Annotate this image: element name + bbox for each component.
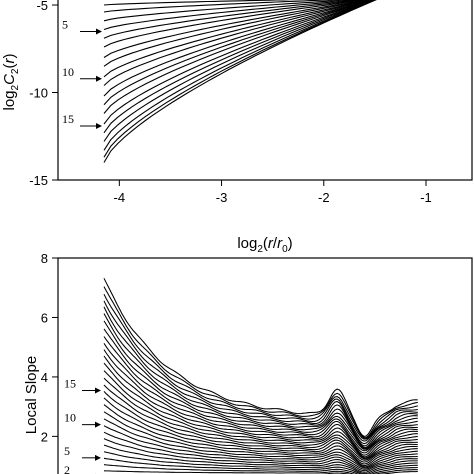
top-panel: -4 -3 -2 -1 -15 -10 -5 5 10 15 log2(r/r0) log2C… (1, 0, 473, 255)
bottom-y-ticks: 2 4 6 8 (41, 251, 58, 444)
bottom-curve (103, 397, 418, 463)
top-curve (103, 0, 377, 151)
bottom-curve (103, 293, 418, 439)
bottom-annotation-arrowhead (95, 454, 101, 461)
bottom-curve (103, 362, 418, 456)
top-curve (103, 0, 303, 6)
bottom-curve (103, 377, 418, 459)
bottom-curve (103, 418, 418, 468)
bottom-curve-index-label: 15 (64, 376, 76, 390)
bottom-curve (103, 336, 418, 449)
bottom-curve (103, 425, 418, 469)
bottom-curve (103, 278, 418, 437)
bottom-y-tick-label: 6 (41, 310, 48, 325)
top-curve (103, 0, 356, 22)
bottom-y-tick-label: 2 (41, 429, 48, 444)
bottom-curve-index-label: 5 (64, 444, 70, 458)
top-annotation-arrowhead (96, 75, 102, 82)
top-x-tick-label: -1 (420, 190, 432, 205)
top-curve (103, 0, 373, 78)
top-x-tick-label: -2 (318, 190, 330, 205)
top-y-ticks: -15 -10 -5 (29, 0, 58, 188)
bottom-curve (103, 349, 418, 452)
bottom-curve (103, 355, 418, 454)
bottom-curve-index-label: 10 (64, 411, 76, 425)
bottom-curve (103, 300, 418, 440)
top-x-axis-title: log2(r/r0) (237, 235, 292, 255)
bottom-annotations: 2 5 10 15 (64, 376, 101, 474)
bottom-y-tick-label: 8 (41, 251, 48, 266)
top-y-tick-label: -10 (29, 86, 48, 101)
top-curve (103, 0, 363, 31)
top-curve (103, 0, 372, 67)
bottom-curve (103, 431, 418, 470)
top-curve (103, 0, 377, 158)
top-curve (103, 0, 377, 163)
top-x-tick-label: -3 (216, 190, 228, 205)
top-y-axis-title: log2C2(r) (1, 54, 21, 111)
bottom-curve (103, 384, 418, 460)
top-curves (103, 0, 377, 163)
bottom-curve (103, 464, 418, 474)
bottom-curve (103, 391, 418, 461)
top-curve (103, 0, 376, 125)
top-curve (103, 0, 371, 58)
bottom-y-tick-label: 4 (41, 370, 48, 385)
bottom-curve (103, 320, 418, 447)
top-annotation-arrowhead (96, 123, 102, 129)
bottom-curve (103, 286, 418, 439)
top-curve (103, 0, 376, 134)
top-annotations: 5 10 15 (62, 18, 102, 129)
top-curve (103, 0, 341, 13)
top-curve-index-label: 5 (62, 18, 68, 32)
top-curve (103, 0, 375, 97)
bottom-curve (103, 370, 418, 458)
bottom-curve (103, 457, 418, 474)
bottom-curves (103, 278, 418, 474)
bottom-curve (103, 438, 418, 472)
bottom-panel: 2 4 6 8 2 5 10 15 Local Slope (23, 251, 473, 474)
bottom-curve (103, 444, 418, 473)
bottom-annotation-arrowhead (95, 421, 101, 428)
bottom-curve-index-label: 2 (64, 463, 70, 474)
bottom-curve (103, 411, 418, 467)
top-curve (103, 0, 367, 39)
bottom-curve (103, 343, 418, 450)
top-curve (103, 0, 369, 48)
top-curve (103, 0, 375, 106)
top-curve-index-label: 10 (62, 65, 74, 79)
top-curve-index-label: 15 (62, 112, 74, 126)
top-curve (103, 0, 376, 114)
top-y-tick-label: -15 (29, 173, 48, 188)
bottom-curve (103, 306, 418, 442)
bottom-curve (103, 328, 418, 448)
bottom-annotation-arrowhead (95, 387, 101, 394)
bottom-y-axis-title: Local Slope (23, 356, 40, 434)
bottom-curve (103, 313, 418, 445)
top-x-tick-label: -4 (114, 190, 126, 205)
bottom-plot-frame (57, 257, 473, 474)
top-curve (103, 0, 377, 142)
bottom-curve (103, 469, 418, 474)
top-x-ticks: -4 -3 -2 -1 (114, 180, 432, 205)
top-plot-frame (57, 0, 473, 181)
top-y-tick-label: -5 (36, 0, 48, 13)
top-annotation-arrowhead (96, 28, 102, 35)
bottom-curve (103, 404, 418, 465)
top-curve (103, 0, 374, 86)
